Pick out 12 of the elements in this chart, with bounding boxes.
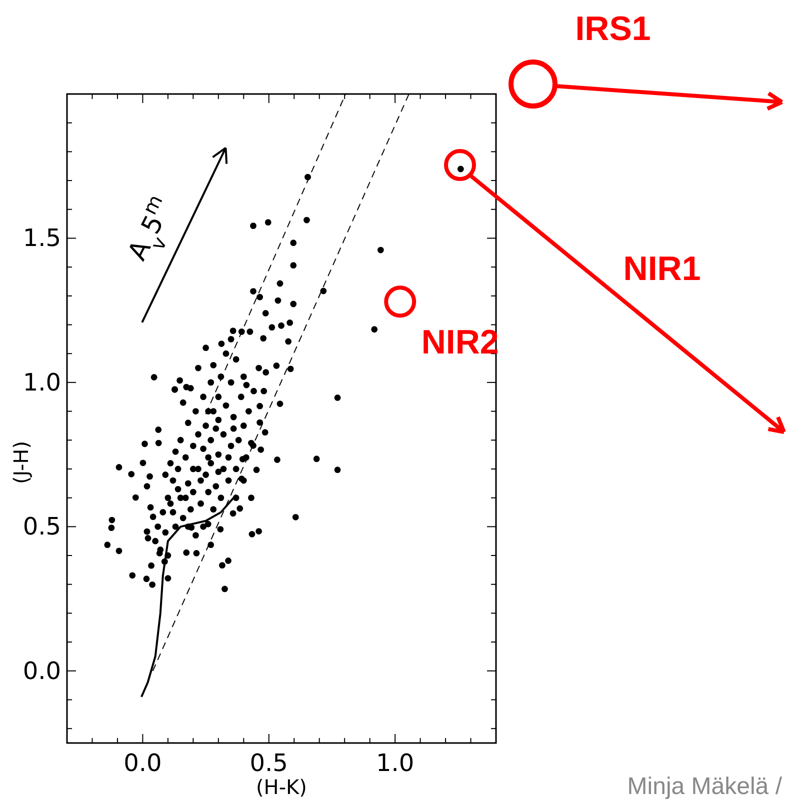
y-tick-label: 0.5 [22,512,61,541]
x-axis-title: (H-K) [256,775,307,799]
text: NIR1 [623,250,701,288]
y-tick-label: 0.0 [22,656,61,685]
y-tick-label: 1.0 [22,368,61,396]
x-tick-label: 0.5 [250,749,288,777]
y-axis-title: (J-H) [9,440,33,484]
x-tick-label: 0.0 [124,749,162,777]
text: IRS1 [575,10,651,48]
text: Minja Mäkelä / [627,773,782,800]
x-tick-label: 1.0 [376,749,414,777]
y-tick-label: 1.5 [22,224,61,252]
